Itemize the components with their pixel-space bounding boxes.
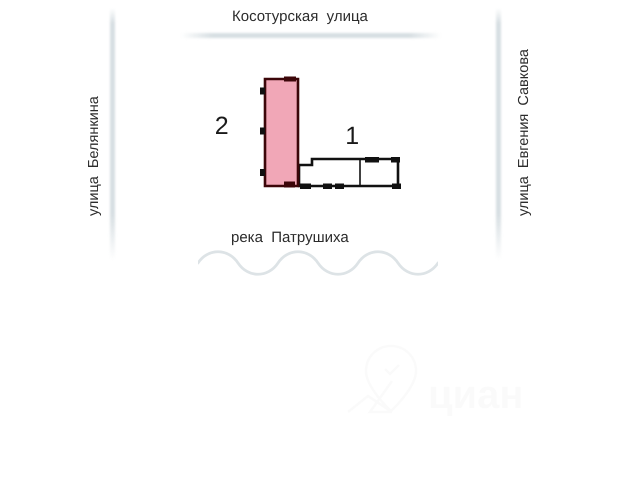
svg-text:циан: циан bbox=[428, 373, 524, 417]
